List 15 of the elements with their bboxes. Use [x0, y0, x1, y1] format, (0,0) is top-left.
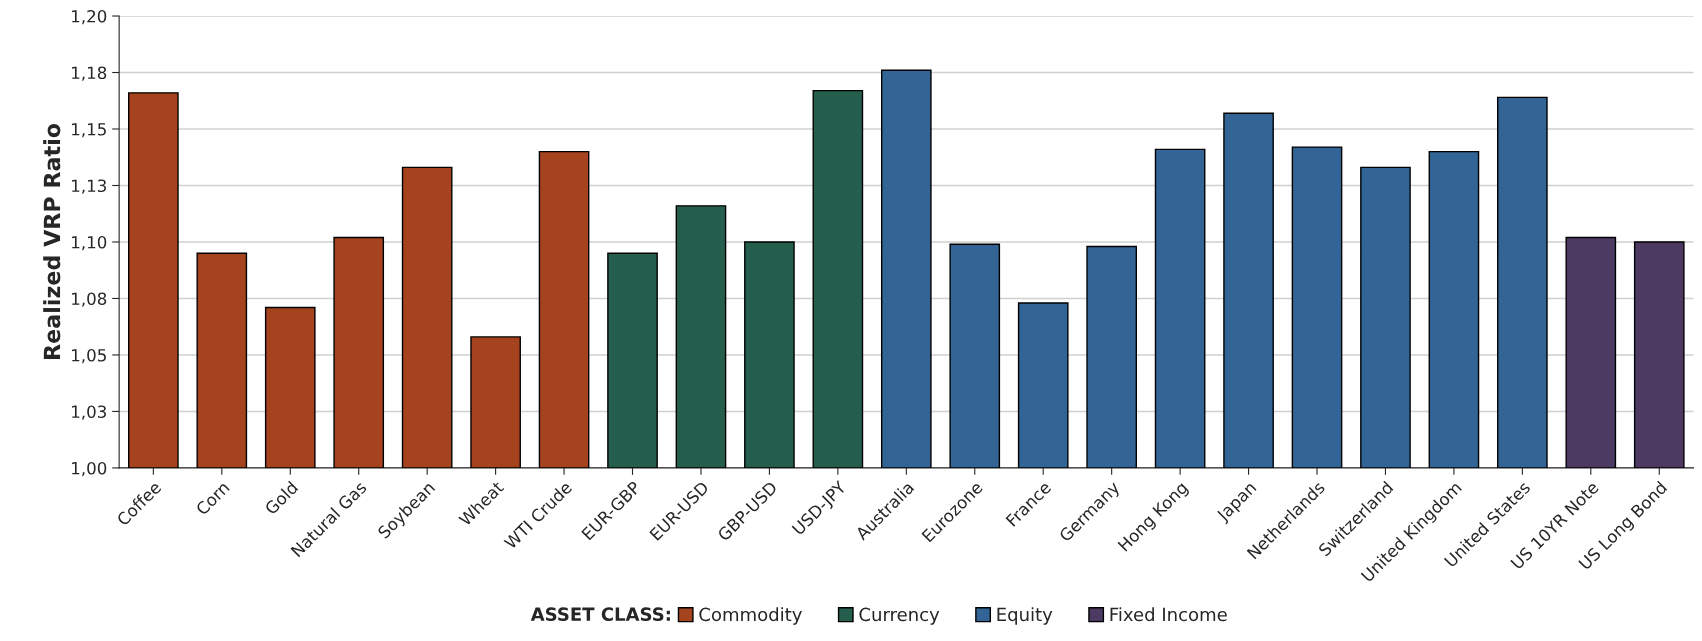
legend-title: ASSET CLASS:: [530, 607, 670, 621]
legend-label: Currency: [859, 607, 940, 625]
legend-label: Equity: [997, 607, 1053, 625]
legend-label: Fixed Income: [1110, 607, 1227, 622]
y-tick-label: 1,00: [72, 461, 107, 477]
legend-label: Commodity: [699, 607, 802, 625]
y-axis-title: Realized VRP Ratio: [43, 123, 61, 359]
y-tick-label: 1,13: [72, 179, 106, 194]
y-tick-label: 1,03: [72, 405, 106, 420]
y-tick-label: 1,18: [72, 66, 107, 81]
y-tick-label: 1,20: [72, 9, 107, 25]
y-tick-label: 1,08: [72, 292, 107, 307]
y-tick-label: 1,05: [72, 348, 106, 364]
y-tick-label: 1,10: [72, 235, 107, 251]
y-tick-label: 1,15: [72, 123, 106, 138]
